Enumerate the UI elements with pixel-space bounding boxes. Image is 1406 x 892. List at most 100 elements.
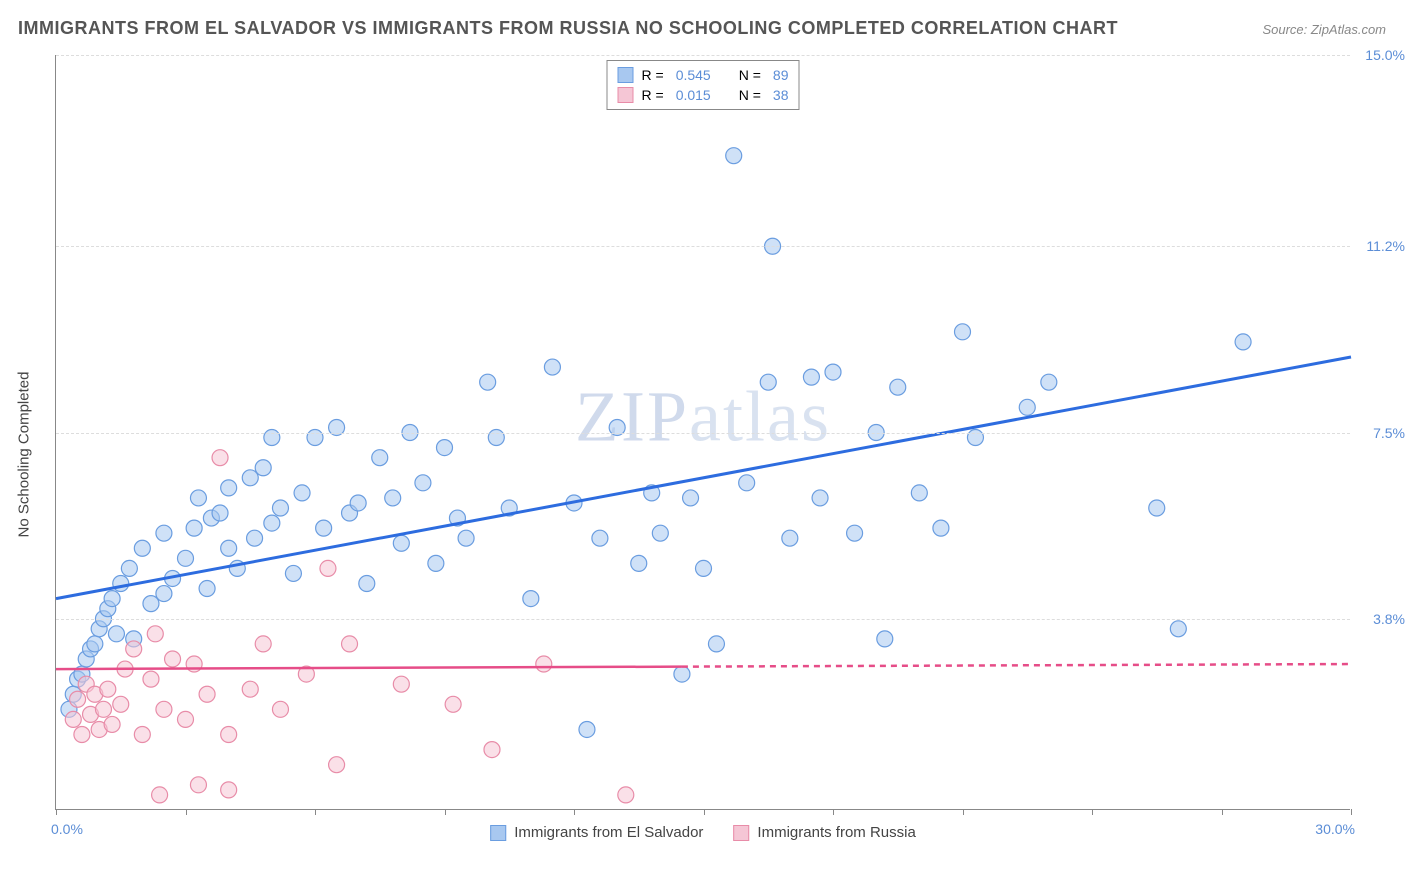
data-point [316,520,332,536]
data-point [113,696,129,712]
data-point [484,742,500,758]
x-tick [963,809,964,815]
data-point [113,576,129,592]
data-point [480,374,496,390]
x-tick [574,809,575,815]
data-point [523,591,539,607]
data-point [104,591,120,607]
data-point [911,485,927,501]
x-tick [445,809,446,815]
x-axis-end-label: 30.0% [1315,821,1355,837]
grid-line [56,55,1350,56]
data-point [178,711,194,727]
data-point [221,480,237,496]
data-point [242,470,258,486]
data-point [847,525,863,541]
data-point [618,787,634,803]
data-point [1170,621,1186,637]
x-tick [704,809,705,815]
data-point [359,576,375,592]
data-point [294,485,310,501]
data-point [143,671,159,687]
data-point [890,379,906,395]
trend-line [56,667,682,669]
data-point [428,555,444,571]
data-point [221,727,237,743]
data-point [108,626,124,642]
legend-item-series-1: Immigrants from El Salvador [490,824,703,841]
legend-bottom: Immigrants from El Salvador Immigrants f… [490,824,916,841]
x-axis-start-label: 0.0% [51,821,83,837]
data-point [199,686,215,702]
data-point [393,676,409,692]
data-point [631,555,647,571]
data-point [242,681,258,697]
data-point [812,490,828,506]
data-point [199,581,215,597]
data-point [190,490,206,506]
data-point [255,460,271,476]
data-point [95,701,111,717]
data-point [186,520,202,536]
data-point [134,540,150,556]
data-point [212,450,228,466]
data-point [696,560,712,576]
y-tick-label: 7.5% [1355,425,1405,441]
data-point [445,696,461,712]
data-point [152,787,168,803]
x-tick [833,809,834,815]
data-point [708,636,724,652]
data-point [87,636,103,652]
data-point [877,631,893,647]
y-tick-label: 3.8% [1355,611,1405,627]
trend-line-dashed [682,664,1351,667]
grid-line [56,433,1350,434]
data-point [1235,334,1251,350]
data-point [579,721,595,737]
legend-label-series-2: Immigrants from Russia [757,824,915,841]
x-tick [186,809,187,815]
legend-label-series-1: Immigrants from El Salvador [514,824,703,841]
data-point [70,691,86,707]
data-point [782,530,798,546]
data-point [264,515,280,531]
data-point [272,701,288,717]
data-point [121,560,137,576]
data-point [143,596,159,612]
x-tick [56,809,57,815]
grid-line [56,246,1350,247]
data-point [126,641,142,657]
data-point [393,535,409,551]
x-tick [1092,809,1093,815]
data-point [372,450,388,466]
chart-container: IMMIGRANTS FROM EL SALVADOR VS IMMIGRANT… [0,0,1406,892]
data-point [255,636,271,652]
data-point [760,374,776,390]
grid-line [56,619,1350,620]
data-point [739,475,755,491]
data-point [329,757,345,773]
data-point [933,520,949,536]
data-point [726,148,742,164]
data-point [458,530,474,546]
y-axis-label: No Schooling Completed [16,372,33,538]
data-point [212,505,228,521]
data-point [1041,374,1057,390]
data-point [683,490,699,506]
data-point [156,525,172,541]
data-point [74,727,90,743]
data-point [592,530,608,546]
chart-title: IMMIGRANTS FROM EL SALVADOR VS IMMIGRANT… [18,18,1118,39]
data-point [536,656,552,672]
data-point [652,525,668,541]
y-tick-label: 11.2% [1355,238,1405,254]
legend-item-series-2: Immigrants from Russia [733,824,915,841]
data-point [156,586,172,602]
data-point [165,651,181,667]
data-point [803,369,819,385]
x-tick [1222,809,1223,815]
data-point [147,626,163,642]
swatch-series-1 [490,825,506,841]
data-point [350,495,366,511]
data-point [104,716,120,732]
